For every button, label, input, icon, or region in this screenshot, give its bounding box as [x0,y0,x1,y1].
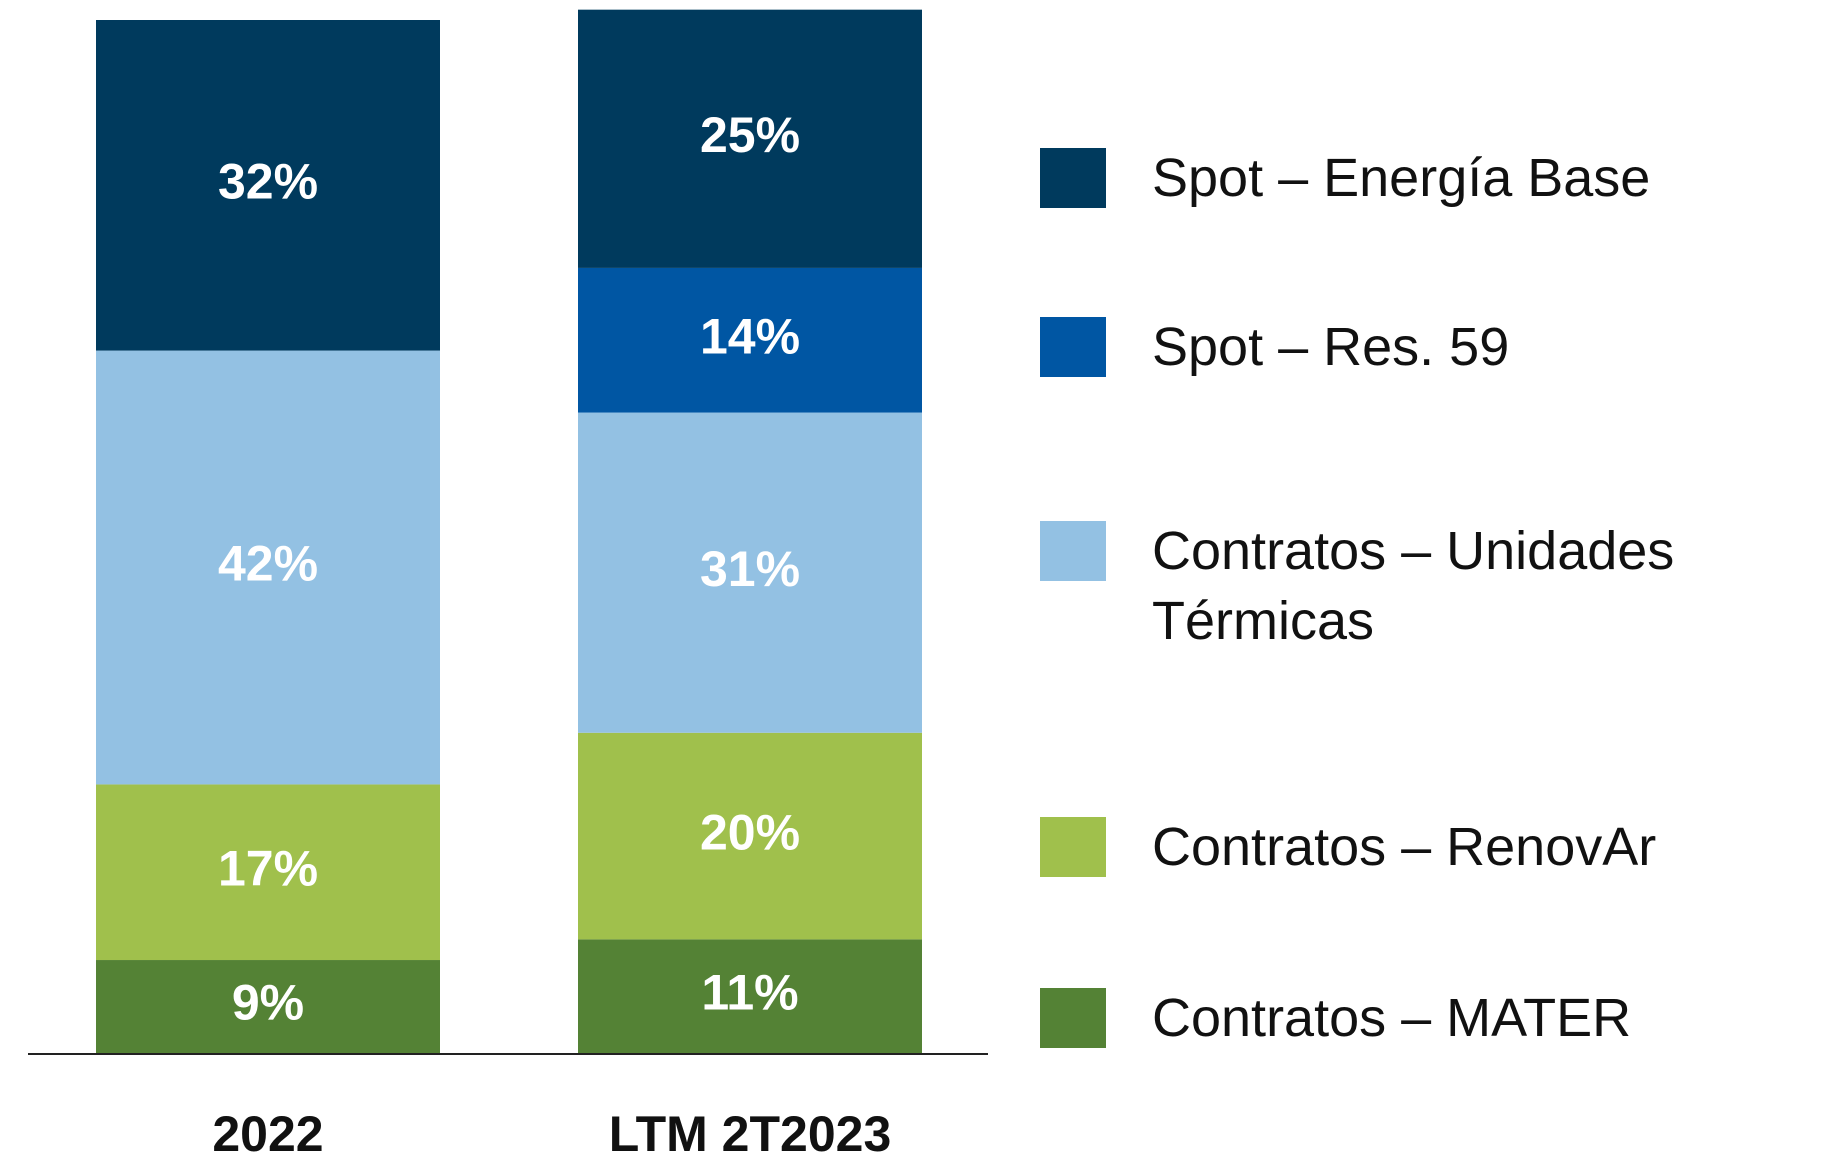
bar-label: 25% [700,107,800,163]
legend-item: Spot – Energía Base [1040,148,1829,213]
bar-segment [578,939,922,1053]
bar-segment [96,350,440,785]
x-tick-label: LTM 2T2023 [609,1106,892,1155]
legend-swatch [1040,817,1106,877]
bar-segment [96,20,440,351]
legend-item: Spot – Res. 59 [1040,317,1829,382]
legend-swatch [1040,317,1106,377]
legend-label: Spot – Res. 59 [1152,317,1510,377]
bar-segment [578,732,922,940]
x-tick-label: 2022 [212,1106,323,1155]
bar-label: 17% [218,840,318,896]
bar-label: 14% [700,308,800,364]
legend-item: Contratos – Unidades Térmicas [1040,521,1829,656]
bar-label: 9% [232,975,304,1031]
legend-item: Contratos – MATER [1040,988,1829,1053]
legend-label: Contratos – MATER [1152,988,1632,1048]
bar-segment [578,9,922,268]
bar-segment [96,960,440,1053]
legend-swatch [1040,521,1106,581]
bar-segment [578,267,922,413]
bar-segment [578,412,922,733]
bar-label: 32% [218,153,318,209]
bar-label: 31% [700,541,800,597]
bar-segment [96,784,440,961]
legend-label: Contratos – Unidades Térmicas [1152,521,1675,651]
bar-label: 20% [700,804,800,860]
legend-label: Spot – Energía Base [1152,148,1651,208]
bar-label: 42% [218,536,318,592]
bar-label: 11% [701,964,798,1020]
legend-swatch [1040,988,1106,1048]
legend-item: Contratos – RenovAr [1040,817,1829,882]
legend-swatch [1040,148,1106,208]
legend-label: Contratos – RenovAr [1152,817,1657,877]
